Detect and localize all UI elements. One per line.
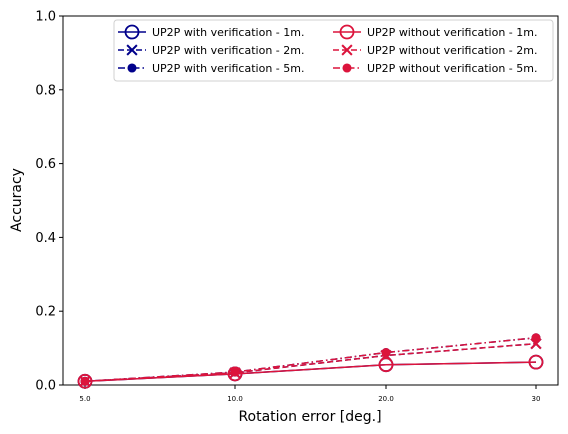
x-tick-label: 20.0 — [378, 395, 394, 403]
legend-label: UP2P with verification - 5m. — [152, 62, 304, 75]
x-tick-label: 30 — [532, 395, 541, 403]
data-point — [230, 367, 240, 377]
x-tick-label: 5.0 — [79, 395, 90, 403]
data-point — [339, 24, 355, 40]
x-tick-label: 10.0 — [227, 395, 243, 403]
data-point — [127, 63, 137, 73]
data-point — [126, 44, 138, 56]
data-point — [341, 44, 353, 56]
data-point — [378, 357, 394, 373]
data-point — [124, 24, 140, 40]
x-axis: 5.0 10.0 20.0 30 — [79, 385, 540, 403]
series — [80, 333, 541, 386]
y-tick-label: 0.8 — [35, 83, 56, 98]
series-line — [84, 337, 537, 383]
legend-entry: UP2P without verification - 5m. — [333, 62, 537, 75]
legend-label: UP2P with verification - 1m. — [152, 26, 304, 39]
x-axis-label: Rotation error [deg.] — [238, 409, 381, 425]
legend-entry: UP2P with verification - 2m. — [118, 44, 304, 57]
legend-entry: UP2P without verification - 1m. — [333, 24, 537, 40]
y-tick-label: 0.0 — [35, 379, 56, 394]
legend-entry: UP2P with verification - 5m. — [118, 62, 304, 75]
y-axis-label: Accuracy — [9, 168, 25, 232]
y-axis: 0.0 0.2 0.4 0.6 0.8 1.0 — [35, 10, 63, 394]
data-point — [531, 333, 541, 343]
data-point — [80, 376, 90, 386]
legend-label: UP2P with verification - 2m. — [152, 44, 304, 57]
data-point — [528, 354, 544, 370]
legend-entry: UP2P without verification - 2m. — [333, 44, 537, 57]
data-point — [342, 63, 352, 73]
legend-label: UP2P without verification - 2m. — [367, 44, 537, 57]
legend: UP2P with verification - 1m. UP2P with ve… — [113, 19, 554, 82]
series-layer — [77, 333, 544, 389]
data-point — [381, 347, 391, 358]
y-tick-label: 0.6 — [35, 157, 56, 172]
y-tick-label: 1.0 — [35, 10, 56, 25]
data-point — [227, 366, 243, 382]
legend-label: UP2P without verification - 5m. — [367, 62, 537, 75]
legend-entry: UP2P with verification - 1m. — [118, 24, 304, 40]
y-tick-label: 0.4 — [35, 231, 56, 246]
y-tick-label: 0.2 — [35, 305, 56, 320]
legend-label: UP2P without verification - 1m. — [367, 26, 537, 39]
